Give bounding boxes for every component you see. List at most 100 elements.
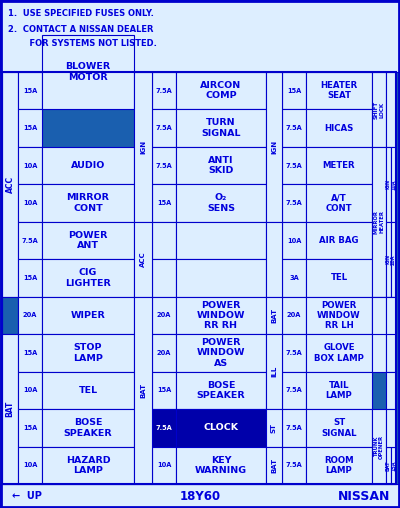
Text: 15A: 15A bbox=[23, 350, 37, 356]
Text: SHIFT
LOCK: SHIFT LOCK bbox=[374, 101, 384, 118]
Text: 15A: 15A bbox=[23, 425, 37, 431]
Bar bbox=[266, 72, 282, 222]
Bar bbox=[0, 484, 400, 508]
Text: 10A: 10A bbox=[23, 200, 37, 206]
Text: BAT: BAT bbox=[386, 460, 391, 470]
Text: 7.5A: 7.5A bbox=[286, 163, 302, 169]
Text: TEL: TEL bbox=[78, 386, 98, 395]
Bar bbox=[152, 297, 176, 334]
Bar bbox=[42, 297, 134, 334]
Text: POWER
WINDOW
RR LH: POWER WINDOW RR LH bbox=[317, 301, 361, 330]
Bar bbox=[134, 72, 152, 222]
Text: IGN: IGN bbox=[386, 179, 391, 189]
Bar bbox=[391, 447, 396, 484]
Bar bbox=[176, 372, 266, 409]
Text: HAZARD
LAMP: HAZARD LAMP bbox=[66, 456, 110, 475]
Bar bbox=[282, 184, 306, 222]
Bar bbox=[18, 297, 42, 334]
Text: O₂
SENS: O₂ SENS bbox=[207, 194, 235, 213]
Text: 10A: 10A bbox=[287, 238, 301, 243]
Bar bbox=[282, 259, 306, 297]
Bar bbox=[306, 109, 372, 147]
Bar bbox=[2, 297, 18, 334]
Bar bbox=[18, 447, 42, 484]
Bar bbox=[176, 409, 266, 447]
Bar bbox=[176, 184, 266, 222]
Bar bbox=[176, 334, 266, 372]
Text: 7.5A: 7.5A bbox=[156, 88, 172, 94]
Bar bbox=[282, 109, 306, 147]
Bar bbox=[134, 222, 152, 297]
Bar bbox=[306, 259, 372, 297]
Bar bbox=[372, 147, 386, 297]
Bar bbox=[2, 334, 18, 484]
Text: ACC: ACC bbox=[140, 251, 146, 267]
Bar bbox=[282, 334, 306, 372]
Text: ACC: ACC bbox=[6, 176, 14, 193]
Text: 15A: 15A bbox=[23, 275, 37, 281]
Bar bbox=[152, 259, 176, 297]
Bar bbox=[372, 297, 386, 334]
Bar bbox=[0, 0, 400, 72]
Bar bbox=[391, 147, 396, 222]
Bar bbox=[306, 184, 372, 222]
Bar bbox=[306, 334, 372, 372]
Bar bbox=[176, 109, 266, 147]
Text: POWER
WINDOW
RR RH: POWER WINDOW RR RH bbox=[197, 301, 245, 330]
Text: BAT: BAT bbox=[140, 383, 146, 398]
Bar bbox=[386, 72, 396, 147]
Bar bbox=[176, 297, 266, 334]
Bar bbox=[176, 72, 266, 109]
Text: AIRCON
COMP: AIRCON COMP bbox=[200, 81, 242, 101]
Text: 7.5A: 7.5A bbox=[156, 163, 172, 169]
Text: AIR BAG: AIR BAG bbox=[319, 236, 359, 245]
Bar bbox=[386, 222, 391, 297]
Bar bbox=[386, 447, 391, 484]
Text: 15A: 15A bbox=[23, 125, 37, 131]
Text: AUDIO: AUDIO bbox=[71, 161, 105, 170]
Text: ROOM
LAMP: ROOM LAMP bbox=[324, 456, 354, 475]
Bar bbox=[18, 372, 42, 409]
Bar bbox=[152, 334, 176, 372]
Bar bbox=[282, 372, 306, 409]
Bar bbox=[42, 35, 134, 109]
Text: 7.5A: 7.5A bbox=[156, 425, 172, 431]
Text: 15A: 15A bbox=[23, 88, 37, 94]
Text: ILL: ILL bbox=[271, 366, 277, 377]
Bar bbox=[282, 447, 306, 484]
Bar bbox=[372, 297, 386, 372]
Text: 7.5A: 7.5A bbox=[22, 238, 38, 243]
Text: 20A: 20A bbox=[391, 254, 396, 265]
Bar bbox=[282, 147, 306, 184]
Bar bbox=[152, 72, 176, 109]
Bar bbox=[42, 222, 134, 259]
Text: 20A: 20A bbox=[23, 312, 37, 319]
Text: MIRROR
HEATER: MIRROR HEATER bbox=[374, 210, 384, 234]
Bar bbox=[42, 372, 134, 409]
Text: 10A: 10A bbox=[23, 388, 37, 393]
Text: A/T
CONT: A/T CONT bbox=[326, 194, 352, 213]
Bar bbox=[152, 147, 176, 184]
Text: BLOWER
MOTOR: BLOWER MOTOR bbox=[66, 62, 110, 82]
Bar bbox=[18, 409, 42, 447]
Text: 10A: 10A bbox=[391, 179, 396, 189]
Bar bbox=[386, 147, 391, 222]
Bar bbox=[306, 372, 372, 409]
Text: FOR SYSTEMS NOT LISTED.: FOR SYSTEMS NOT LISTED. bbox=[18, 40, 157, 48]
Bar bbox=[134, 297, 152, 484]
Text: 1.  USE SPECIFIED FUSES ONLY.: 1. USE SPECIFIED FUSES ONLY. bbox=[8, 10, 154, 18]
Text: CLOCK: CLOCK bbox=[204, 423, 238, 432]
Bar bbox=[18, 184, 42, 222]
Text: ST: ST bbox=[271, 423, 277, 433]
Text: 3A: 3A bbox=[289, 275, 299, 281]
Bar bbox=[18, 222, 42, 259]
Text: CIG
LIGHTER: CIG LIGHTER bbox=[65, 268, 111, 288]
Bar bbox=[18, 259, 42, 297]
Bar bbox=[42, 409, 134, 447]
Bar bbox=[266, 447, 282, 484]
Bar bbox=[306, 222, 372, 259]
Bar bbox=[282, 222, 306, 259]
Text: BAT: BAT bbox=[271, 458, 277, 473]
Text: 7.5A: 7.5A bbox=[286, 350, 302, 356]
Text: 20A: 20A bbox=[157, 350, 171, 356]
